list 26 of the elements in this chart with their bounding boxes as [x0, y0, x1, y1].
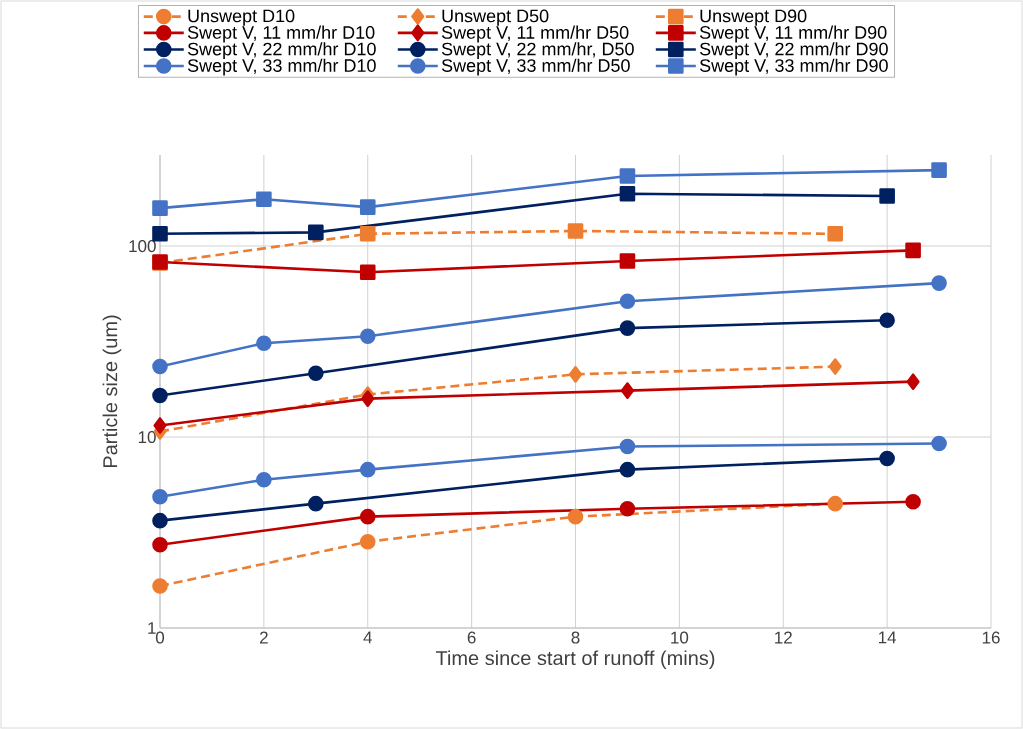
x-tick-label: 2 [260, 631, 268, 644]
x-tick-label: 4 [363, 631, 372, 644]
x-tick-label: 14 [878, 631, 897, 644]
legend-label: Swept V, 22 mm/hr, D50 [441, 42, 634, 59]
x-tick-label: 16 [982, 631, 1000, 644]
y-tick-label: 100 [129, 240, 156, 253]
x-tick-label: 0 [155, 631, 165, 644]
legend-label: Swept V, 11 mm/hr D50 [441, 25, 629, 43]
y-axis-title: Particle size (um) [102, 315, 122, 468]
legend-label: Swept V, 33 mm/hr D10 [187, 58, 376, 76]
legend-label: Swept V, 11 mm/hr D10 [187, 25, 375, 43]
legend-label: Swept V, 22 mm/hr D10 [187, 42, 376, 59]
x-axis-title: Time since start of runoff (mins) [435, 650, 715, 670]
x-tick-label: 10 [671, 631, 689, 644]
legend-label: Swept V, 11 mm/hr D90 [699, 25, 887, 43]
y-tick-label: 1 [148, 622, 156, 634]
legend-label: Unswept D50 [442, 9, 549, 26]
legend-label: Unswept D10 [188, 9, 295, 26]
x-tick-label: 6 [467, 631, 476, 644]
legend-label: Swept V, 33 mm/hr D50 [441, 58, 630, 76]
y-tick-label: 10 [138, 431, 156, 444]
x-tick-label: 12 [775, 631, 792, 644]
x-tick-label: 8 [571, 631, 580, 644]
legend-label: Swept V, 22 mm/hr D90 [699, 42, 888, 59]
legend-label: Unswept D90 [700, 9, 807, 26]
legend-label: Swept V, 33 mm/hr D90 [699, 58, 888, 76]
